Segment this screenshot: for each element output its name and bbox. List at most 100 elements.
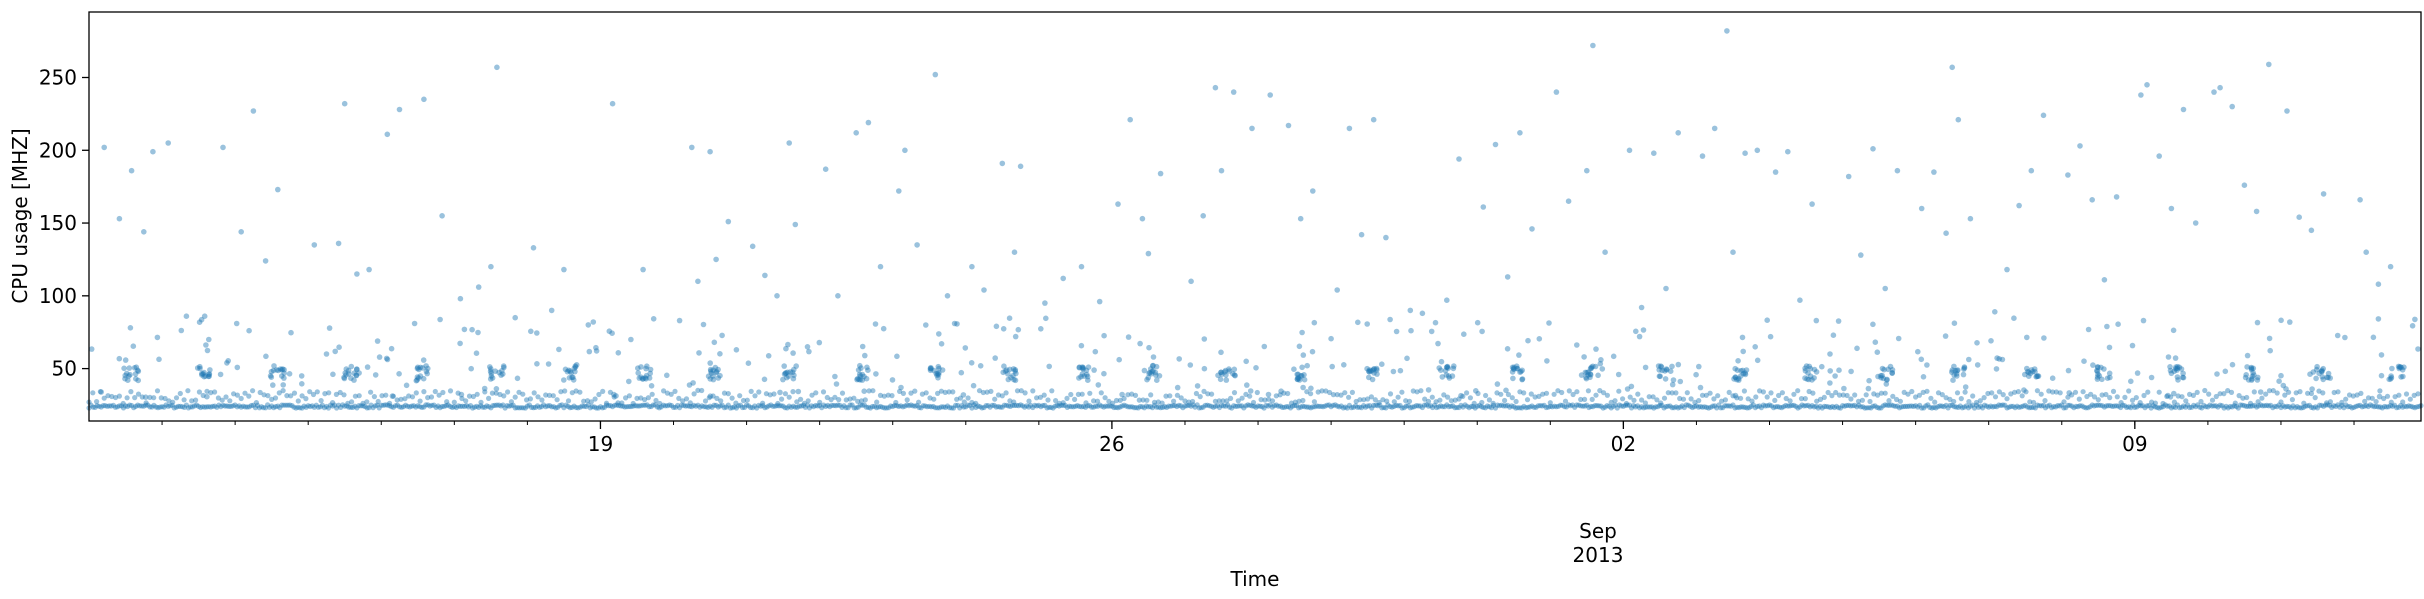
data-point <box>554 397 560 403</box>
data-point <box>1848 368 1854 375</box>
data-point <box>1830 332 1837 339</box>
data-point <box>1480 404 1486 410</box>
data-point <box>1250 399 1257 406</box>
data-point <box>1730 249 1736 255</box>
data-point <box>1038 404 1044 410</box>
data-point <box>987 404 993 410</box>
data-point <box>1551 403 1557 409</box>
data-point <box>1370 367 1376 374</box>
data-point <box>225 358 231 364</box>
data-point <box>719 332 725 339</box>
data-point <box>851 395 857 401</box>
data-point <box>1952 368 1959 374</box>
data-point <box>1744 405 1750 411</box>
data-point <box>1543 390 1550 396</box>
data-point <box>2000 392 2006 398</box>
data-point <box>1736 377 1742 383</box>
data-point <box>752 393 758 399</box>
data-point <box>1563 404 1570 410</box>
data-point <box>1007 366 1013 373</box>
data-point <box>2065 402 2071 408</box>
data-point <box>647 366 654 373</box>
data-point <box>1397 402 1403 409</box>
data-point <box>1509 364 1516 371</box>
data-point <box>246 404 252 410</box>
data-point <box>596 391 602 398</box>
data-point <box>310 391 317 398</box>
data-point <box>2026 373 2032 380</box>
data-point <box>932 71 939 78</box>
data-point <box>1693 403 1699 409</box>
data-point <box>423 368 430 375</box>
data-point <box>1210 404 1216 410</box>
data-point <box>654 404 660 410</box>
data-point <box>1798 396 1805 402</box>
data-point <box>2369 395 2375 401</box>
data-point <box>208 390 214 396</box>
data-point <box>1880 375 1887 382</box>
data-point <box>94 403 100 409</box>
data-point <box>571 365 578 372</box>
data-point <box>662 403 669 409</box>
data-point <box>1150 354 1157 360</box>
data-point <box>2050 389 2056 395</box>
data-point <box>1105 403 1111 409</box>
data-point <box>1141 367 1148 374</box>
data-point <box>1448 398 1454 404</box>
data-point <box>167 403 173 409</box>
data-point <box>429 402 435 408</box>
data-point <box>1628 383 1635 390</box>
data-point <box>556 346 562 353</box>
data-point <box>1872 403 1878 409</box>
data-point <box>114 404 120 410</box>
data-point <box>2174 365 2181 372</box>
data-point <box>311 404 317 410</box>
data-point <box>1129 391 1135 397</box>
data-point <box>1330 402 1336 408</box>
data-point <box>2065 394 2071 400</box>
data-point <box>1084 371 1090 378</box>
data-point <box>1145 250 1152 257</box>
data-point <box>488 370 495 377</box>
data-point <box>305 403 311 409</box>
data-point <box>133 403 139 409</box>
data-point <box>1366 368 1372 375</box>
data-point <box>1931 169 1937 175</box>
data-point <box>2090 362 2096 368</box>
data-point <box>216 402 222 408</box>
data-point <box>1153 363 1160 370</box>
data-point <box>1205 391 1211 397</box>
data-point <box>1145 404 1151 410</box>
data-point <box>453 404 459 411</box>
data-point <box>493 386 500 392</box>
data-point <box>2243 403 2250 409</box>
data-point <box>1089 404 1095 410</box>
data-point <box>1831 404 1837 411</box>
data-point <box>236 403 242 409</box>
data-point <box>1224 398 1230 404</box>
data-point <box>1670 377 1677 383</box>
data-point <box>240 403 246 409</box>
data-point <box>640 375 646 382</box>
data-point <box>1441 392 1447 398</box>
data-point <box>710 376 717 383</box>
data-point <box>1656 373 1663 380</box>
data-point <box>1990 404 1996 410</box>
data-point <box>1147 404 1154 410</box>
data-point <box>1316 403 1322 409</box>
data-point <box>1505 391 1511 398</box>
data-point <box>332 348 339 355</box>
data-point <box>420 357 427 363</box>
data-point <box>1060 402 1066 408</box>
data-point <box>2012 405 2018 411</box>
data-point <box>648 403 654 410</box>
data-point <box>1226 366 1232 372</box>
data-point <box>719 402 725 408</box>
data-point <box>2396 365 2402 372</box>
data-point <box>1970 393 1976 399</box>
data-point <box>579 403 585 409</box>
data-point <box>880 404 886 410</box>
data-point <box>2094 376 2101 382</box>
data-point <box>1742 371 1749 378</box>
